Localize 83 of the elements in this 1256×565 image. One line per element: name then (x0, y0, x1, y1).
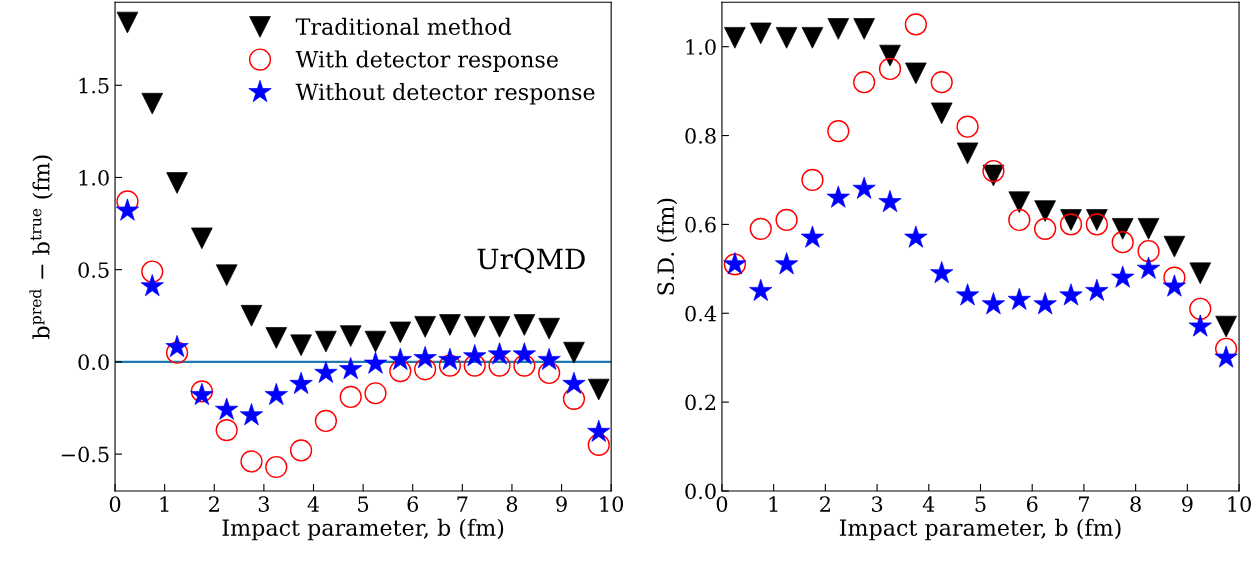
point (1059, 213, 1083, 236)
point (1215, 315, 1237, 338)
x-tick-label: 8 (506, 496, 518, 512)
point (314, 409, 338, 433)
point (1008, 208, 1031, 232)
point (1085, 213, 1108, 236)
x-tick-label: 10 (600, 496, 624, 512)
point (775, 208, 798, 232)
point (930, 71, 953, 94)
point (215, 419, 238, 442)
legend-label: With detector response (295, 50, 558, 72)
y-tick-label: 1.0 (79, 169, 109, 186)
y-tick-label: 0.8 (685, 128, 716, 144)
y-tick-label: 0.6 (685, 216, 716, 233)
point (775, 27, 798, 49)
point (364, 382, 387, 405)
x-tick-label: 0 (109, 496, 121, 512)
x-axis-title: Impact parameter, b (fm) (839, 518, 1121, 541)
y-tick-label: 0.4 (685, 305, 717, 322)
x-tick-label: 5 (975, 496, 986, 512)
point (853, 71, 876, 94)
point (1034, 217, 1057, 240)
y-axis-title: S.D. (fm) (656, 198, 678, 295)
point (290, 334, 312, 357)
y-tick-label: 0.0 (78, 354, 109, 371)
point (982, 159, 1005, 183)
point (488, 316, 511, 338)
point (389, 359, 412, 383)
point (513, 354, 536, 377)
x-axis-title: Impact parameter, b (fm) (222, 518, 504, 541)
x-tick-label: 9 (556, 496, 567, 512)
y-tick-label: 1.0 (686, 39, 716, 55)
point (538, 361, 561, 385)
legend-label: Without detector response (295, 83, 595, 105)
x-tick-label: 6 (407, 496, 419, 512)
point (749, 217, 772, 240)
point (265, 455, 288, 479)
point (724, 27, 746, 49)
x-tick-label: 7 (457, 496, 468, 512)
point (289, 439, 313, 462)
point (141, 260, 164, 283)
x-tick-label: 5 (358, 496, 369, 512)
x-tick-label: 1 (160, 496, 169, 512)
x-tick-label: 4 (307, 496, 320, 512)
point (956, 115, 979, 138)
y-tick-label: −0.5 (61, 446, 109, 463)
x-tick-label: 3 (258, 496, 269, 512)
point (339, 385, 362, 409)
point (265, 327, 288, 349)
point (463, 354, 486, 377)
x-tick-label: 4 (922, 496, 935, 512)
point (801, 168, 824, 192)
point (240, 450, 263, 473)
legend-label: Traditional method (295, 17, 512, 36)
point (141, 92, 164, 115)
annotation: UrQMD (477, 248, 585, 274)
x-tick-label: 0 (716, 496, 728, 512)
x-tick-label: 6 (1026, 496, 1038, 512)
point (240, 305, 263, 327)
x-tick-label: 9 (1182, 496, 1193, 512)
x-tick-label: 10 (1228, 496, 1251, 512)
y-tick-label: 1.5 (79, 77, 109, 94)
x-tick-label: 7 (1079, 496, 1090, 512)
point (488, 354, 511, 377)
y-tick-label: 0.0 (685, 483, 716, 500)
x-tick-label: 2 (209, 496, 219, 512)
y-axis-title: b$^{pred}$ − b$^{true}$ (fm) (29, 155, 53, 339)
point (827, 119, 850, 143)
x-tick-label: 8 (1130, 496, 1141, 512)
point (414, 316, 436, 338)
point (1111, 231, 1134, 254)
point (1137, 239, 1160, 263)
y-tick-label: 0.2 (685, 394, 716, 411)
point (463, 316, 486, 338)
point (414, 358, 437, 381)
point (904, 13, 927, 36)
point (587, 433, 610, 456)
point (1189, 297, 1212, 320)
x-tick-label: 1 (769, 496, 778, 512)
x-tick-label: 3 (872, 496, 883, 512)
x-tick-label: 2 (820, 496, 830, 512)
point (878, 57, 902, 81)
y-tick-label: 0.5 (78, 262, 109, 278)
